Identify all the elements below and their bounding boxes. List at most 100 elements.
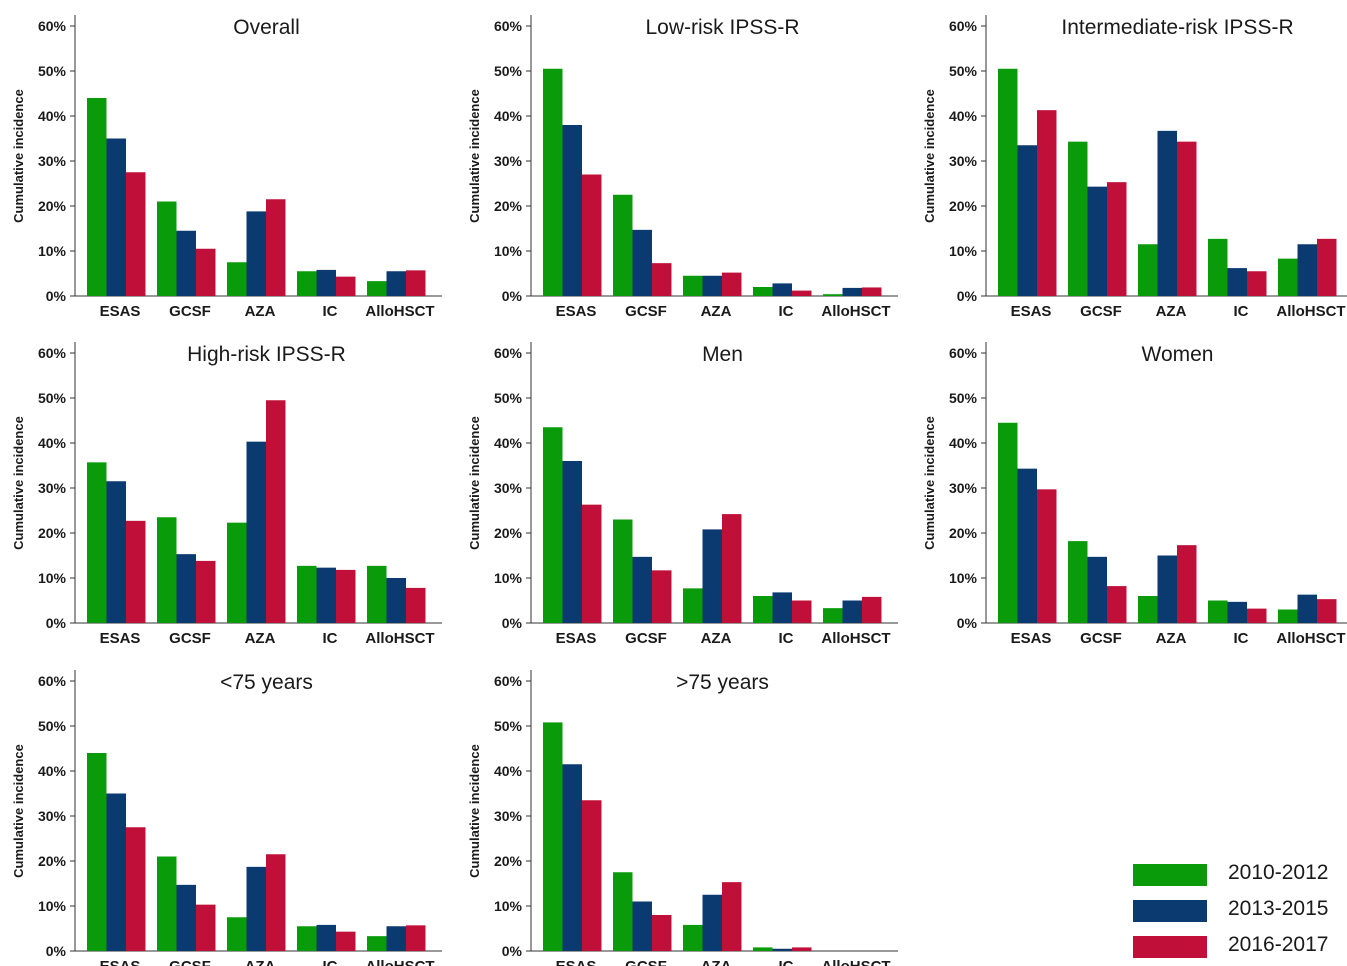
bar-aza-2016-2017 — [722, 882, 742, 951]
y-tick-label: 50% — [38, 390, 67, 406]
bar-aza-2010-2012 — [227, 262, 247, 296]
bar-ic-2016-2017 — [336, 931, 356, 951]
bar-ic-2010-2012 — [1208, 238, 1228, 296]
bar-gcsf-2013-2015 — [1087, 186, 1107, 296]
x-tick-label-allohsct: AlloHSCT — [821, 630, 890, 647]
bar-gcsf-2016-2017 — [196, 904, 216, 951]
bar-esas-2013-2015 — [1017, 145, 1037, 296]
bar-esas-2010-2012 — [998, 422, 1018, 623]
bar-allohsct-2016-2017 — [862, 287, 882, 296]
bar-gcsf-2010-2012 — [157, 201, 177, 296]
bar-esas-2016-2017 — [1037, 110, 1057, 297]
bar-allohsct-2010-2012 — [1278, 258, 1298, 296]
y-tick-label: 30% — [494, 480, 523, 496]
bar-allohsct-2016-2017 — [862, 596, 882, 623]
chart-title: >75 years — [676, 671, 769, 694]
bar-aza-2013-2015 — [246, 866, 266, 951]
y-tick-label: 50% — [949, 390, 978, 406]
legend: 2010-2012 2013-2015 2016-2017 — [1133, 858, 1347, 966]
bar-allohsct-2016-2017 — [1317, 599, 1337, 623]
x-tick-label-aza: AZA — [245, 958, 276, 966]
bar-esas-2013-2015 — [562, 764, 582, 951]
bar-allohsct-2013-2015 — [842, 287, 862, 296]
bar-allohsct-2016-2017 — [406, 925, 426, 951]
legend-label-2010-2012: 2010-2012 — [1228, 861, 1329, 884]
bar-ic-2010-2012 — [297, 926, 317, 951]
bar-allohsct-2013-2015 — [1297, 244, 1317, 296]
legend-item-2013-2015: 2013-2015 — [1133, 894, 1347, 930]
bar-aza-2010-2012 — [683, 275, 703, 296]
legend-item-2016-2017: 2016-2017 — [1133, 930, 1347, 966]
legend-swatch-2016-2017 — [1133, 936, 1207, 958]
y-tick-label: 50% — [494, 718, 523, 734]
bar-gcsf-2016-2017 — [196, 248, 216, 296]
chart-title: Intermediate-risk IPSS-R — [1061, 16, 1293, 39]
bar-gcsf-2010-2012 — [613, 872, 633, 951]
bar-esas-2010-2012 — [543, 427, 563, 623]
bar-esas-2016-2017 — [582, 504, 602, 623]
bar-allohsct-2010-2012 — [367, 565, 387, 623]
bar-gcsf-2016-2017 — [652, 570, 672, 623]
bar-esas-2010-2012 — [87, 98, 107, 296]
y-tick-label: 30% — [38, 808, 67, 824]
bar-allohsct-2010-2012 — [367, 936, 387, 951]
bar-gcsf-2010-2012 — [1068, 141, 1088, 296]
bar-allohsct-2010-2012 — [823, 294, 843, 296]
bar-esas-2013-2015 — [106, 793, 126, 951]
x-tick-label-esas: ESAS — [100, 630, 141, 647]
y-tick-label: 40% — [494, 108, 523, 124]
y-tick-label: 10% — [38, 243, 67, 259]
y-tick-label: 60% — [494, 18, 523, 34]
bar-allohsct-2010-2012 — [367, 281, 387, 296]
bar-esas-2010-2012 — [87, 753, 107, 951]
legend-swatch-2010-2012 — [1133, 864, 1207, 886]
bar-allohsct-2013-2015 — [386, 926, 406, 951]
y-tick-label: 40% — [38, 435, 67, 451]
x-tick-label-aza: AZA — [245, 630, 276, 647]
y-tick-label: 30% — [38, 480, 67, 496]
y-tick-label: 60% — [38, 18, 67, 34]
bar-ic-2013-2015 — [1227, 601, 1247, 623]
bar-esas-2016-2017 — [582, 800, 602, 951]
y-tick-label: 0% — [502, 288, 523, 304]
y-tick-label: 10% — [494, 570, 523, 586]
y-tick-label: 60% — [38, 673, 67, 689]
bar-ic-2013-2015 — [316, 567, 336, 623]
bar-gcsf-2013-2015 — [176, 884, 196, 951]
bar-aza-2016-2017 — [1177, 545, 1197, 623]
x-tick-label-gcsf: GCSF — [1080, 303, 1122, 320]
bar-ic-2013-2015 — [772, 948, 792, 951]
bar-aza-2010-2012 — [1138, 244, 1158, 296]
y-tick-label: 40% — [949, 435, 978, 451]
bar-ic-2016-2017 — [792, 947, 812, 951]
chart-panel-6: <75 years Cumulative incidence 0% 10% 20% 30%… — [11, 670, 442, 966]
bar-ic-2010-2012 — [753, 287, 773, 296]
bar-ic-2010-2012 — [297, 565, 317, 623]
x-tick-label-gcsf: GCSF — [169, 630, 211, 647]
x-tick-label-esas: ESAS — [1011, 630, 1052, 647]
chart-title: High-risk IPSS-R — [187, 343, 346, 366]
x-tick-label-ic: IC — [1234, 303, 1249, 320]
bar-aza-2016-2017 — [722, 272, 742, 296]
bar-ic-2010-2012 — [753, 596, 773, 623]
bar-ic-2016-2017 — [336, 569, 356, 623]
bar-aza-2010-2012 — [227, 522, 247, 623]
bar-aza-2010-2012 — [683, 924, 703, 951]
y-tick-label: 20% — [38, 853, 67, 869]
y-tick-label: 0% — [957, 288, 978, 304]
bar-ic-2010-2012 — [1208, 600, 1228, 623]
y-tick-label: 50% — [38, 718, 67, 734]
bar-allohsct-2013-2015 — [386, 578, 406, 623]
bar-gcsf-2016-2017 — [1107, 182, 1127, 296]
y-tick-label: 0% — [957, 615, 978, 631]
bar-aza-2013-2015 — [702, 529, 722, 623]
y-tick-label: 10% — [949, 243, 978, 259]
x-tick-label-gcsf: GCSF — [1080, 630, 1122, 647]
y-tick-label: 10% — [494, 898, 523, 914]
y-tick-label: 30% — [949, 153, 978, 169]
x-tick-label-ic: IC — [779, 958, 794, 966]
bar-aza-2016-2017 — [722, 514, 742, 623]
bar-ic-2010-2012 — [753, 947, 773, 951]
y-tick-label: 20% — [38, 198, 67, 214]
